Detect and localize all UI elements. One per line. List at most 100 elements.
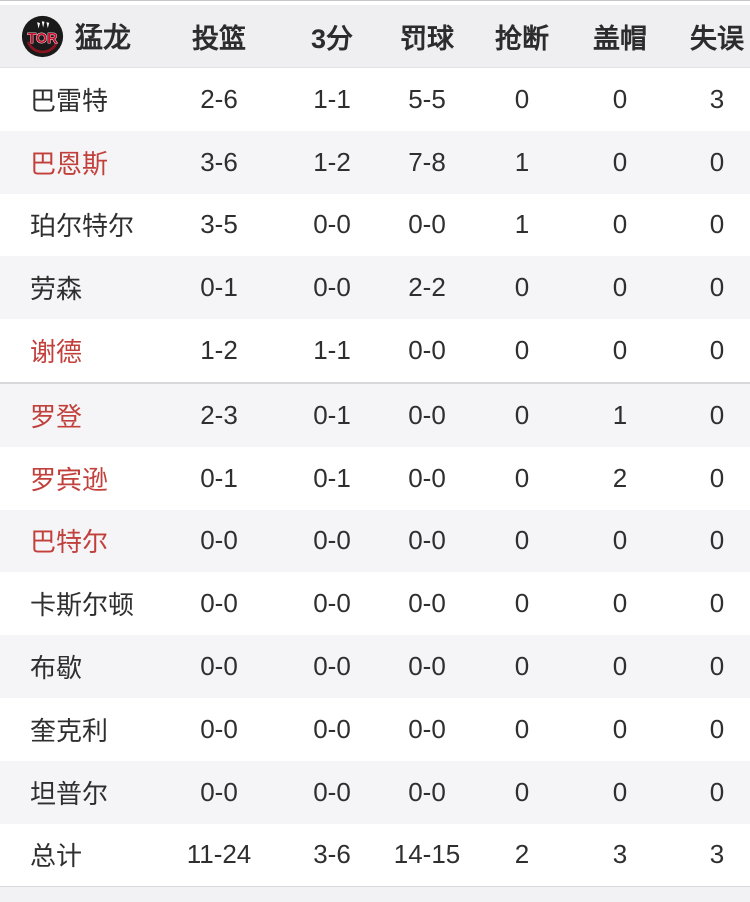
player-row[interactable]: 劳森 0-1 0-0 2-2 0 0 0 [0,256,750,320]
bottom-divider [0,887,750,902]
stat-fg: 3-5 [200,209,238,240]
stat-fg: 3-6 [200,146,238,177]
player-name: 罗宾逊 [30,464,109,495]
stat-blocks: 1 [612,399,628,430]
team-logo-icon: TOR [21,15,64,57]
stat-ft: 0-0 [408,776,446,807]
stat-ft: 0-0 [408,462,446,493]
column-header-ft: 罚球 [400,23,454,54]
player-row[interactable]: 坦普尔 0-0 0-0 0-0 0 0 0 [0,760,750,824]
stat-blocks: 0 [612,83,628,114]
column-header-blocks: 盖帽 [593,23,647,54]
stat-ft: 0-0 [408,525,446,556]
stat-blocks: 0 [612,335,628,366]
stat-3pt: 0-1 [313,399,351,430]
stat-steals: 0 [514,399,530,430]
stat-3pt: 1-1 [313,335,351,366]
player-name: 劳森 [30,274,83,305]
player-row[interactable]: 罗宾逊 0-1 0-1 0-0 0 2 0 [0,446,750,510]
player-row[interactable]: 罗登 2-3 0-1 0-0 0 1 0 [0,381,750,447]
stat-ft: 5-5 [408,83,446,114]
column-header-steals: 抢断 [495,23,549,54]
stat-blocks: 0 [612,588,628,619]
stat-blocks: 0 [612,146,628,177]
stat-steals: 0 [514,651,530,682]
stat-ft: 0-0 [408,588,446,619]
stat-ft: 0-0 [408,651,446,682]
team-name: 猛龙 [75,22,132,53]
stat-fg: 11-24 [186,839,252,870]
player-name: 巴恩斯 [30,148,109,179]
stat-steals: 0 [514,335,530,366]
stat-turnovers: 0 [709,651,725,682]
player-row[interactable]: 奎克利 0-0 0-0 0-0 0 0 0 [0,697,750,761]
stat-3pt: 1-2 [313,146,351,177]
stat-turnovers: 0 [709,588,725,619]
stat-steals: 0 [514,272,530,303]
stat-blocks: 3 [612,839,628,870]
stat-fg: 0-1 [200,462,238,493]
player-name: 巴特尔 [30,527,109,558]
totals-label: 总计 [30,841,83,872]
stat-turnovers: 0 [709,776,725,807]
player-name: 巴雷特 [30,85,109,116]
stat-3pt: 0-0 [313,209,351,240]
stat-blocks: 0 [612,713,628,744]
stat-ft: 0-0 [408,713,446,744]
stat-fg: 0-0 [200,713,238,744]
stat-steals: 0 [514,713,530,744]
totals-row: 总计 11-24 3-6 14-15 2 3 3 [0,823,750,888]
player-row[interactable]: 布歇 0-0 0-0 0-0 0 0 0 [0,635,750,698]
player-row[interactable]: 谢德 1-2 1-1 0-0 0 0 0 [0,319,750,382]
stat-turnovers: 0 [709,462,725,493]
stat-3pt: 0-0 [313,588,351,619]
svg-text:TOR: TOR [28,30,59,46]
stat-3pt: 0-1 [313,462,351,493]
stat-fg: 0-0 [200,776,238,807]
player-row[interactable]: 珀尔特尔 3-5 0-0 0-0 1 0 0 [0,193,750,257]
stat-3pt: 0-0 [313,525,351,556]
stat-steals: 0 [514,83,530,114]
stat-turnovers: 0 [709,713,725,744]
player-row[interactable]: 卡斯尔顿 0-0 0-0 0-0 0 0 0 [0,572,750,636]
stat-turnovers: 0 [709,335,725,366]
player-row[interactable]: 巴特尔 0-0 0-0 0-0 0 0 0 [0,509,750,573]
stat-steals: 1 [514,146,530,177]
stat-steals: 1 [514,209,530,240]
stat-ft: 7-8 [408,146,446,177]
stat-3pt: 0-0 [313,713,351,744]
stat-ft: 14-15 [393,839,461,870]
stat-ft: 0-0 [408,209,446,240]
stat-steals: 0 [514,588,530,619]
column-header-turnovers: 失误 [690,23,744,54]
player-row[interactable]: 巴雷特 2-6 1-1 5-5 0 0 3 [0,68,750,131]
player-row[interactable]: 巴恩斯 3-6 1-2 7-8 1 0 0 [0,130,750,194]
team-header-cell: TOR 猛龙 [0,15,160,58]
player-name: 罗登 [30,401,83,432]
stat-fg: 0-0 [200,588,238,619]
stat-fg: 2-6 [200,83,238,114]
stat-fg: 1-2 [200,335,238,366]
stat-fg: 0-0 [200,525,238,556]
stat-turnovers: 0 [709,209,725,240]
stat-blocks: 0 [612,651,628,682]
stat-turnovers: 0 [709,525,725,556]
stat-3pt: 0-0 [313,651,351,682]
stat-3pt: 1-1 [313,83,351,114]
stat-blocks: 0 [612,272,628,303]
stat-steals: 0 [514,462,530,493]
stat-blocks: 0 [612,525,628,556]
stat-ft: 0-0 [408,399,446,430]
player-name: 坦普尔 [30,778,109,809]
table-header: TOR 猛龙 投篮 3分 罚球 抢断 盖帽 失误 [0,5,750,68]
player-rows: 巴雷特 2-6 1-1 5-5 0 0 3 巴恩斯 3-6 1-2 7-8 1 … [0,68,750,824]
stat-blocks: 2 [612,462,628,493]
stat-turnovers: 0 [709,399,725,430]
column-header-fg: 投篮 [192,23,246,54]
stat-steals: 0 [514,776,530,807]
stat-fg: 2-3 [200,399,238,430]
stat-turnovers: 0 [709,146,725,177]
player-name: 奎克利 [30,715,109,746]
stat-steals: 0 [514,525,530,556]
stat-ft: 2-2 [408,272,446,303]
